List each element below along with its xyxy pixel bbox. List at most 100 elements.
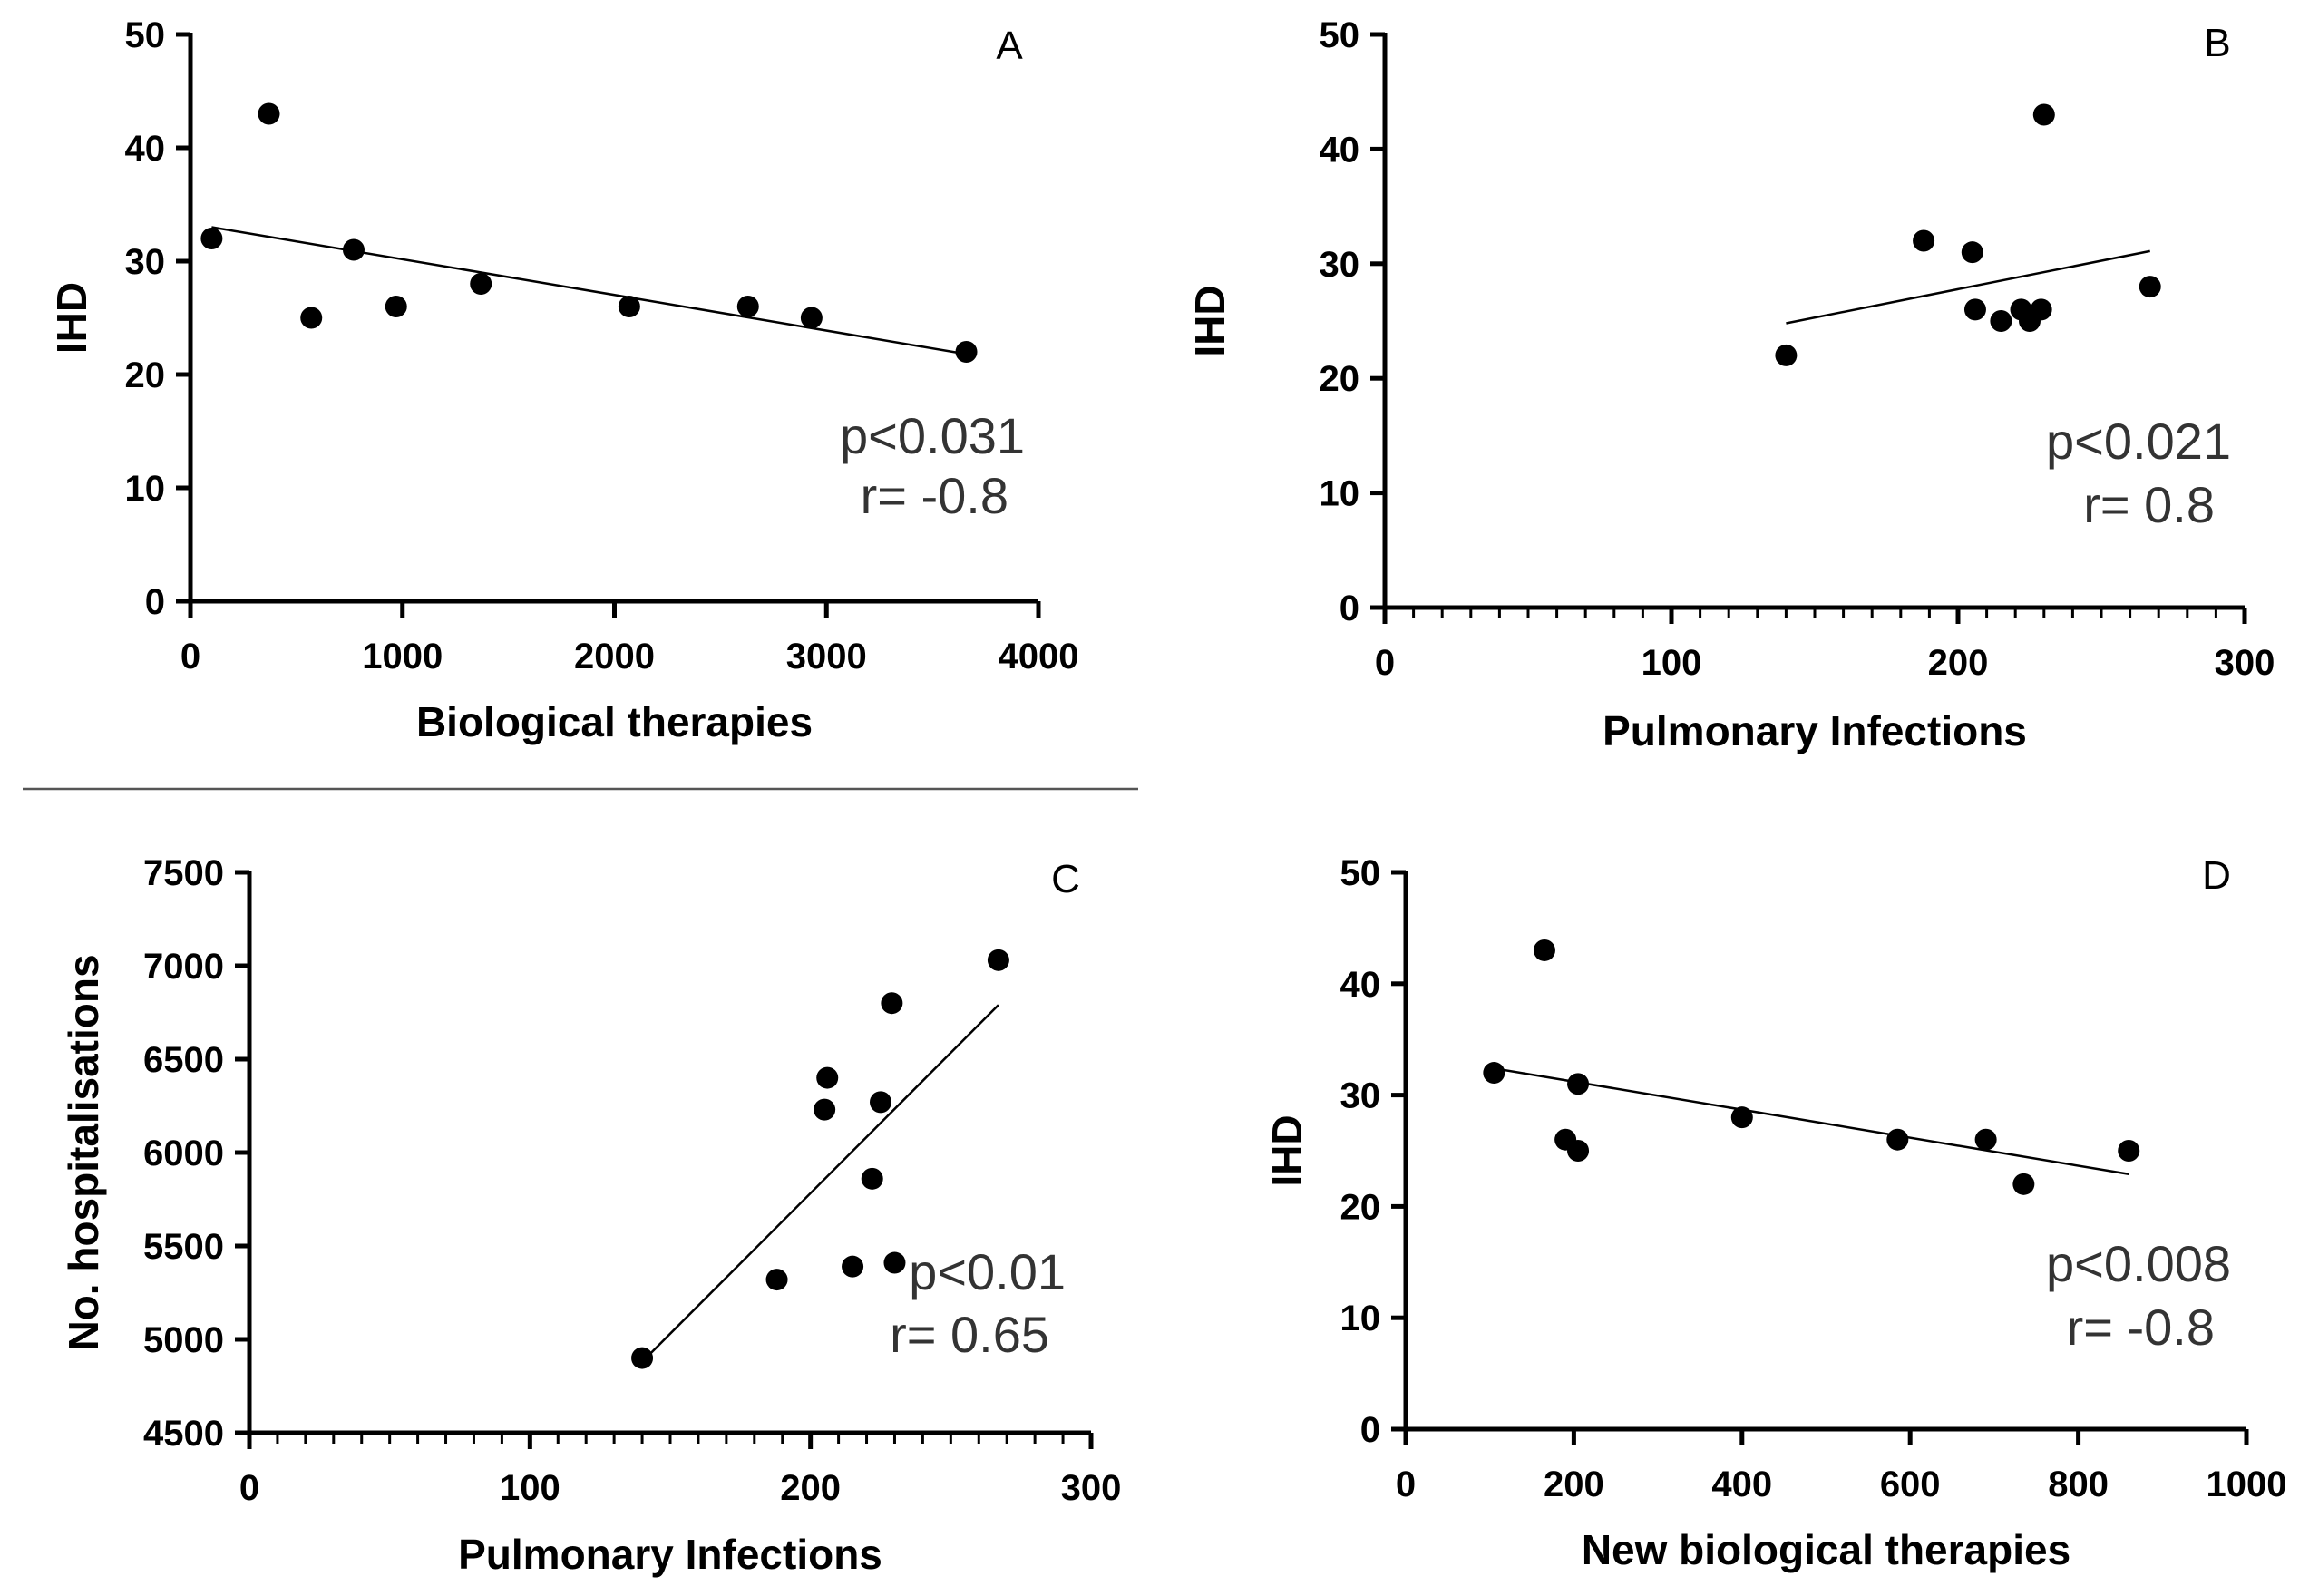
panel-b-regression-line (1786, 249, 2150, 325)
panel-d-x-tick-label: 0 (1396, 1465, 1416, 1504)
panel-a-x-tick-label: 1000 (362, 637, 443, 676)
panel-d-letter: D (2202, 853, 2231, 898)
panel-c-x-tick-label: 200 (780, 1468, 841, 1508)
panel-c-y-axis-title: No. hospitalisations (60, 954, 107, 1350)
panel-b-data-point (2032, 103, 2055, 126)
panel-d-data-point (1730, 1106, 1753, 1129)
panel-d-x-axis-title: New biological therapies (1582, 1526, 2070, 1573)
panel-d-x-tick-label: 600 (1880, 1465, 1941, 1504)
panel-c-y-tick-label: 6000 (143, 1134, 224, 1173)
panel-b-x-tick-label: 300 (2215, 643, 2275, 683)
panel-b-y-tick-label: 40 (1320, 130, 1360, 170)
panel-a-y-tick-label: 50 (125, 15, 166, 55)
panel-b-y-tick-label: 50 (1320, 15, 1360, 55)
panel-b-y-tick-label: 20 (1320, 359, 1360, 399)
panel-c-data-point (765, 1269, 788, 1291)
panel-c-regression-line (641, 1004, 999, 1363)
panel-c-data-point (842, 1255, 864, 1278)
panel-a-x-tick-label: 4000 (999, 637, 1079, 676)
panel-d-data-point (1567, 1073, 1590, 1095)
panel-c-y-tick-label: 7500 (143, 853, 224, 893)
panel-c-x-tick-label: 100 (500, 1468, 560, 1508)
panel-a-p-value: p<0.031 (840, 407, 1025, 464)
panel-d-regression-line (1494, 1066, 2129, 1176)
panel-a-y-axis-title: IHD (48, 282, 95, 354)
panel-d-x-tick-label: 1000 (2207, 1465, 2287, 1504)
panel-c-y-tick-label: 7000 (143, 947, 224, 987)
panel-a-x-tick-label: 0 (180, 637, 200, 676)
panel-d-y-tick-label: 20 (1340, 1187, 1381, 1227)
panel-b-y-tick-label: 0 (1340, 589, 1359, 628)
panel-d-data-point (2118, 1140, 2140, 1162)
panel-b-data-point (1913, 229, 1935, 252)
panel-a-data-point (342, 238, 365, 261)
panel-d-y-axis-title: IHD (1263, 1114, 1310, 1186)
panel-d-data-point (1533, 939, 1555, 961)
panel-a-y-tick-label: 10 (125, 469, 166, 509)
panel-d-data-point (1886, 1128, 1909, 1151)
panel-b-r-value: r= 0.8 (2083, 476, 2215, 533)
panel-b-data-point (1775, 344, 1798, 366)
panel-d-data-point (2012, 1173, 2035, 1195)
panel-c-data-point (816, 1066, 839, 1089)
panel-a-x-tick-label: 3000 (786, 637, 867, 676)
panel-a-x-tick-label: 2000 (574, 637, 655, 676)
panel-c-r-value: r= 0.65 (890, 1306, 1049, 1363)
panel-a-y-tick-label: 30 (125, 242, 166, 282)
panel-c-x-axis-title: Pulmonary Infections (458, 1531, 882, 1578)
panel-d-r-value: r= -0.8 (2067, 1299, 2215, 1356)
panel-b-data-point (1961, 241, 1983, 264)
panel-c-data-point (861, 1167, 883, 1190)
panel-b-data-point (2030, 298, 2052, 321)
panel-b-p-value: p<0.021 (2046, 413, 2231, 470)
panel-c-y-tick-label: 5000 (143, 1320, 224, 1360)
panel-d-x-tick-label: 200 (1544, 1465, 1604, 1504)
panel-a-data-point (618, 296, 640, 317)
panel-c-y-tick-label: 5500 (143, 1227, 224, 1267)
panel-d-y-tick-label: 40 (1340, 965, 1381, 1005)
panel-c-y-tick-label: 4500 (143, 1414, 224, 1454)
panel-d-y-tick-label: 10 (1340, 1299, 1381, 1338)
panel-c-x-tick-label: 0 (239, 1468, 259, 1508)
panel-d-x-tick-label: 400 (1711, 1465, 1772, 1504)
panel-c-data-point (987, 949, 1009, 971)
panel-b-x-tick-label: 100 (1642, 643, 1702, 683)
panel-c-data-point (631, 1347, 654, 1369)
panel-a-data-point (800, 307, 823, 329)
panel-a-data-point (470, 273, 492, 295)
panel-a-data-point (258, 102, 280, 125)
panel-b-x-tick-label: 200 (1928, 643, 1989, 683)
panel-d-x-tick-label: 800 (2048, 1465, 2109, 1504)
panel-a-regression-line (211, 226, 967, 355)
panel-a-data-point (736, 296, 759, 317)
panel-b-letter: B (2204, 21, 2230, 65)
panel-d-y-tick-label: 50 (1340, 853, 1381, 893)
panel-b-y-tick-label: 30 (1320, 245, 1360, 285)
panel-c-data-point (870, 1091, 891, 1114)
panel-a-y-tick-label: 40 (125, 129, 166, 169)
panel-d-y-tick-label: 0 (1360, 1410, 1380, 1450)
panel-d-p-value: p<0.008 (2046, 1235, 2231, 1292)
panel-c-letter: C (1051, 857, 1080, 901)
panel-a-data-point (200, 228, 223, 249)
panel-a-data-point (385, 296, 407, 317)
panel-a-letter: A (996, 24, 1023, 68)
panel-d-data-point (1567, 1140, 1590, 1162)
panel-b-data-point (2139, 276, 2161, 298)
panel-b-x-tick-label: 0 (1375, 643, 1395, 683)
panel-b-y-tick-label: 10 (1320, 474, 1360, 514)
panel-b-data-point (1990, 310, 2012, 332)
panel-c-y-tick-label: 6500 (143, 1040, 224, 1080)
panel-b-data-point (1963, 298, 1986, 321)
panel-c-data-point (814, 1098, 836, 1121)
panel-d-data-point (1483, 1062, 1505, 1085)
panel-c-data-point (883, 1251, 906, 1274)
panel-c-data-point (881, 992, 903, 1015)
panel-a-data-point (300, 307, 323, 329)
panel-b-x-axis-title: Pulmonary Infections (1603, 707, 2027, 754)
panel-c-x-tick-label: 300 (1061, 1468, 1122, 1508)
panel-a-x-axis-title: Biological therapies (416, 698, 813, 745)
panel-a-y-tick-label: 20 (125, 355, 166, 395)
panel-c-p-value: p<0.01 (909, 1243, 1066, 1300)
